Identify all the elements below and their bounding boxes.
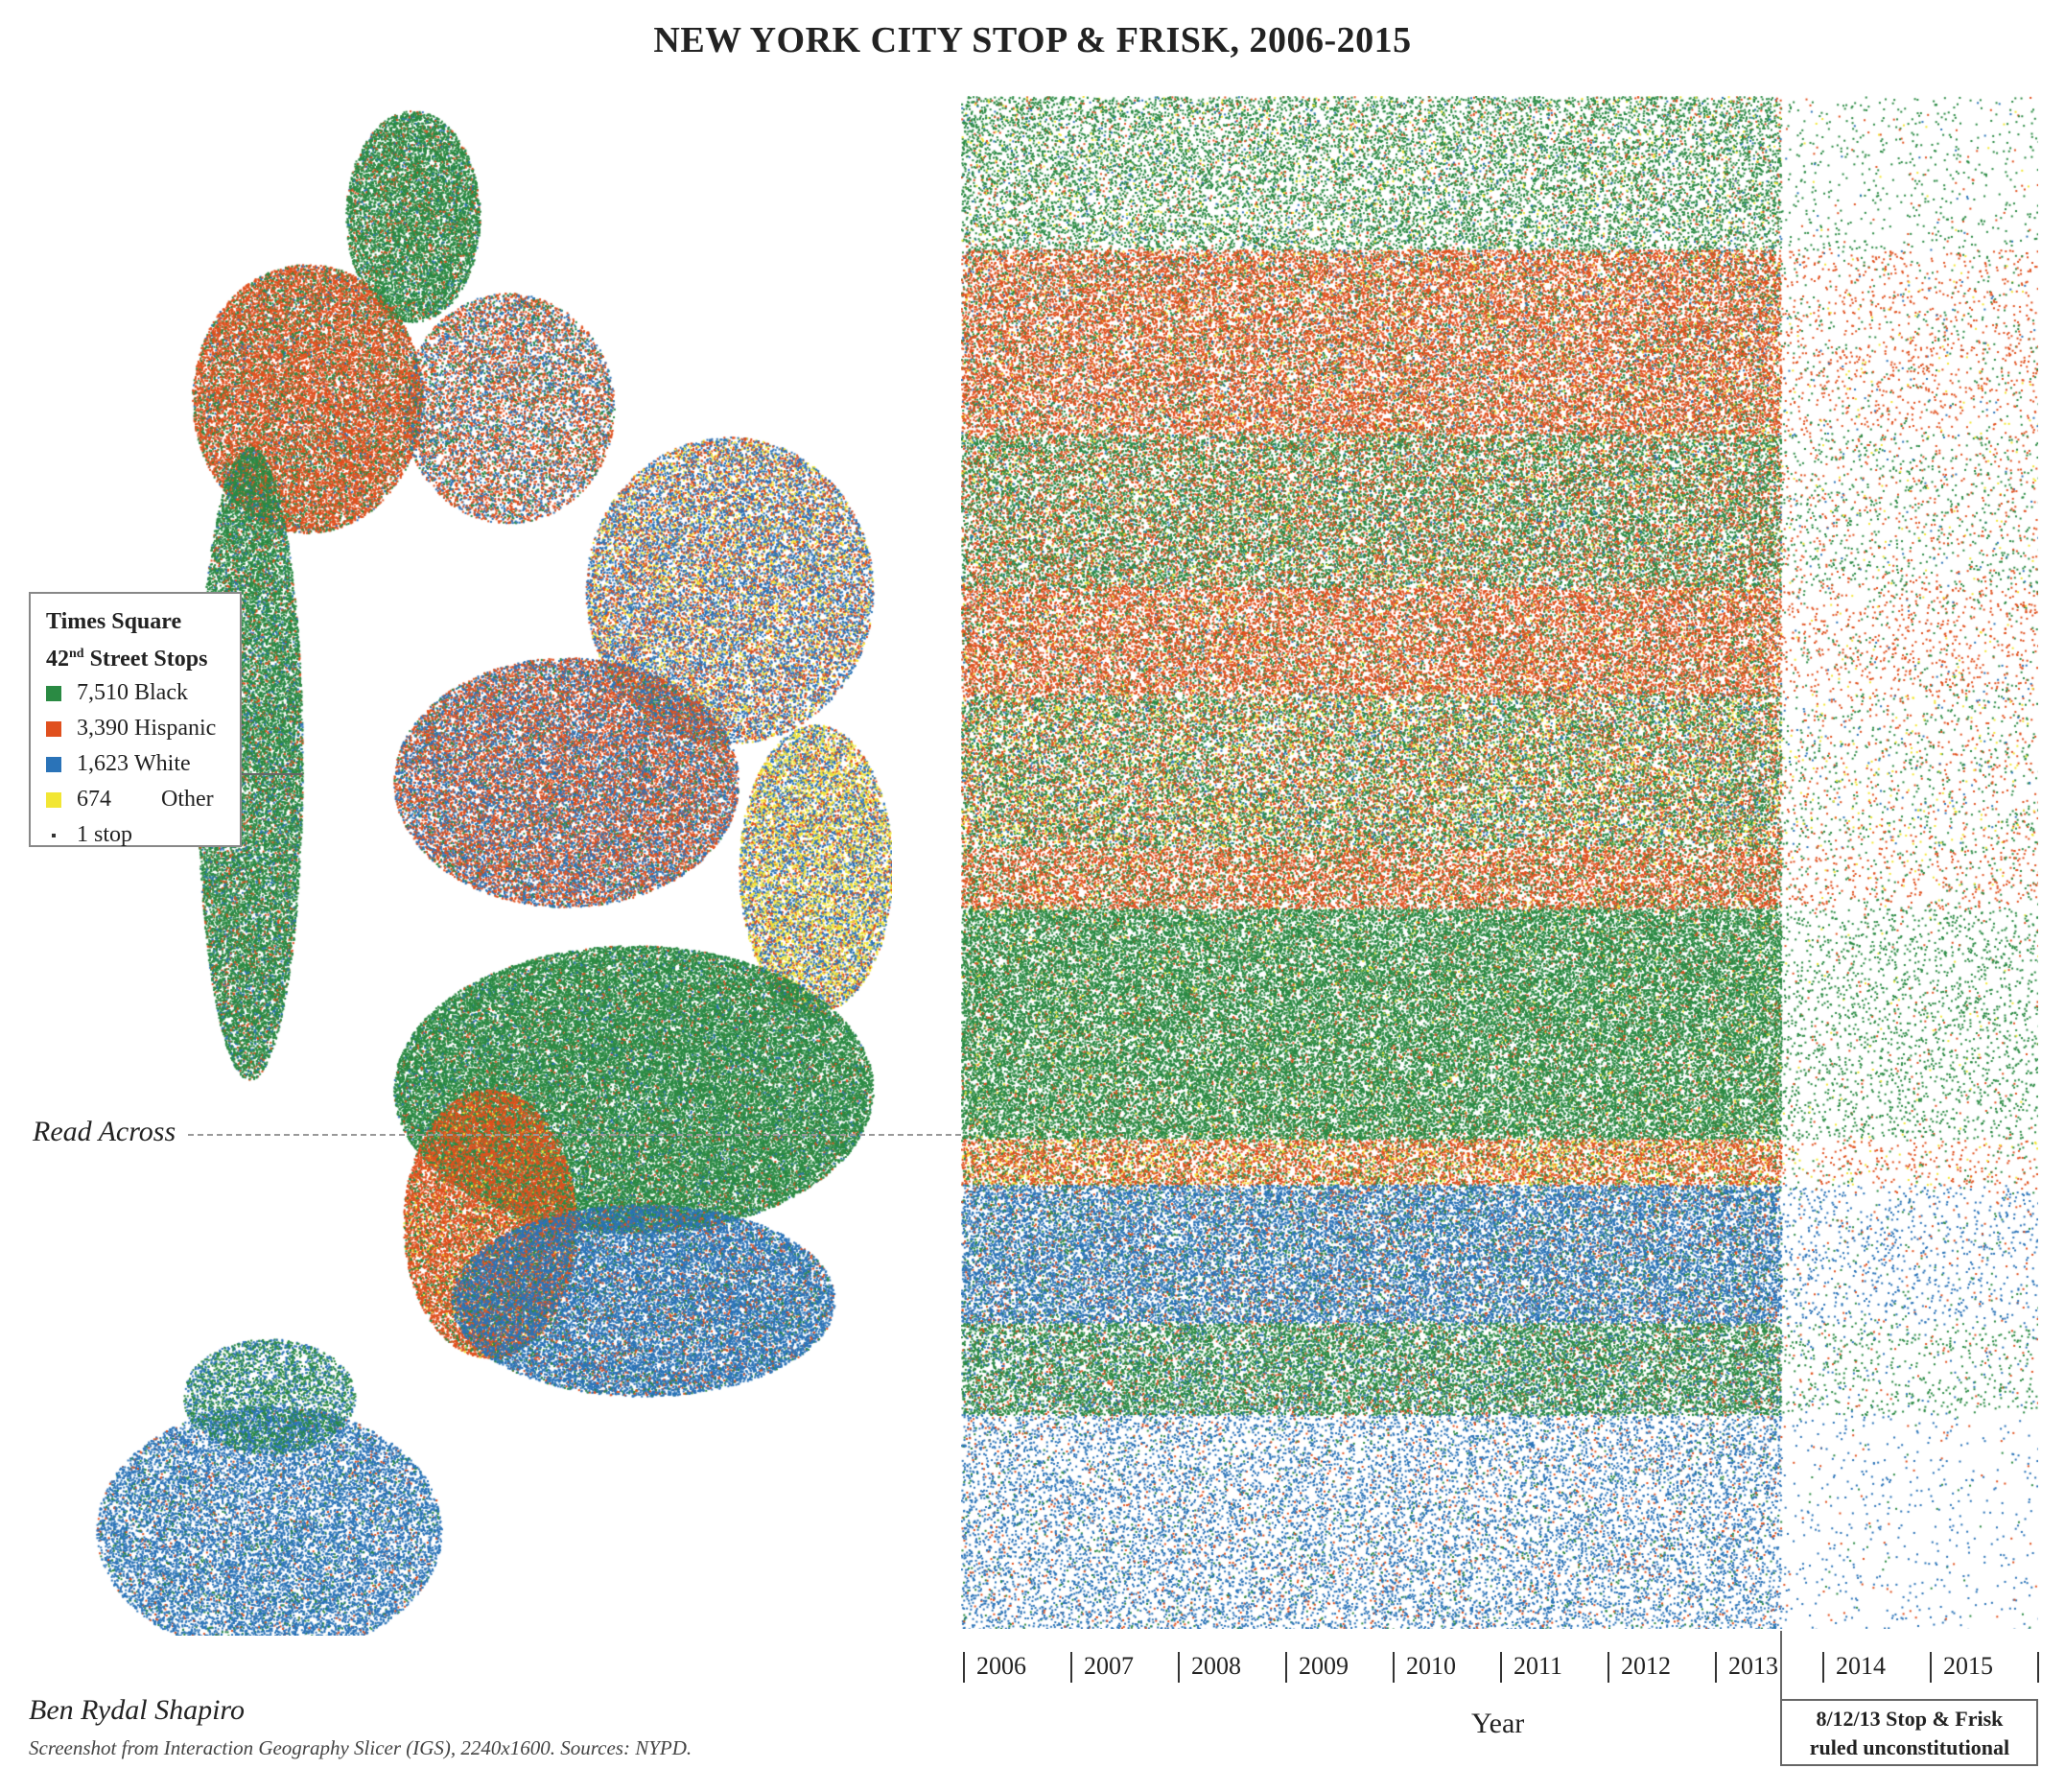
swatch-icon <box>46 720 61 737</box>
x-tick <box>1822 1652 1824 1683</box>
swatch-icon <box>46 791 61 808</box>
legend: Times Square 42nd Street Stops 7,510 Bla… <box>29 592 242 847</box>
x-tick <box>963 1652 965 1683</box>
legend-title: Times Square <box>46 609 182 634</box>
x-tick <box>1715 1652 1717 1683</box>
stop-map <box>29 91 892 1636</box>
x-tick-label: 2008 <box>1191 1652 1241 1680</box>
x-tick <box>1178 1652 1180 1683</box>
legend-connector-line <box>242 773 303 775</box>
x-tick <box>1607 1652 1609 1683</box>
legend-subtitle: 42nd Street Stops <box>46 647 208 672</box>
legend-item-unit: 1 stop <box>46 817 224 853</box>
x-tick <box>1500 1652 1502 1683</box>
x-tick <box>1393 1652 1395 1683</box>
x-axis-label: Year <box>1471 1708 1525 1739</box>
x-tick <box>1930 1652 1932 1683</box>
x-tick-label: 2014 <box>1836 1652 1886 1680</box>
legend-item-hispanic: 3,390 Hispanic <box>46 711 224 746</box>
ruling-annotation: 8/12/13 Stop & Frisk ruled unconstitutio… <box>1780 1699 2039 1766</box>
swatch-icon <box>46 685 61 701</box>
x-tick-label: 2015 <box>1943 1652 1993 1680</box>
caption: Screenshot from Interaction Geography Sl… <box>29 1736 692 1759</box>
x-tick-label: 2013 <box>1728 1652 1778 1680</box>
read-across-line <box>188 1134 961 1136</box>
chart-title: NEW YORK CITY STOP & FRISK, 2006-2015 <box>653 20 1412 60</box>
x-tick <box>2037 1652 2039 1683</box>
x-tick <box>1070 1652 1072 1683</box>
time-space-scatter <box>961 96 2038 1629</box>
read-across-label: Read Across <box>33 1116 176 1147</box>
author: Ben Rydal Shapiro <box>29 1694 245 1726</box>
dot-icon <box>52 833 56 837</box>
x-tick-label: 2012 <box>1621 1652 1671 1680</box>
x-tick-label: 2011 <box>1514 1652 1563 1680</box>
x-tick-label: 2007 <box>1084 1652 1134 1680</box>
legend-item-other: 674 Other <box>46 782 224 817</box>
x-tick-label: 2010 <box>1406 1652 1456 1680</box>
x-tick <box>1285 1652 1287 1683</box>
swatch-icon <box>46 756 61 772</box>
legend-item-white: 1,623 White <box>46 746 224 782</box>
legend-item-black: 7,510 Black <box>46 675 224 711</box>
x-tick-label: 2006 <box>976 1652 1026 1680</box>
x-tick-label: 2009 <box>1299 1652 1349 1680</box>
ruling-marker-line <box>1780 1631 1783 1700</box>
